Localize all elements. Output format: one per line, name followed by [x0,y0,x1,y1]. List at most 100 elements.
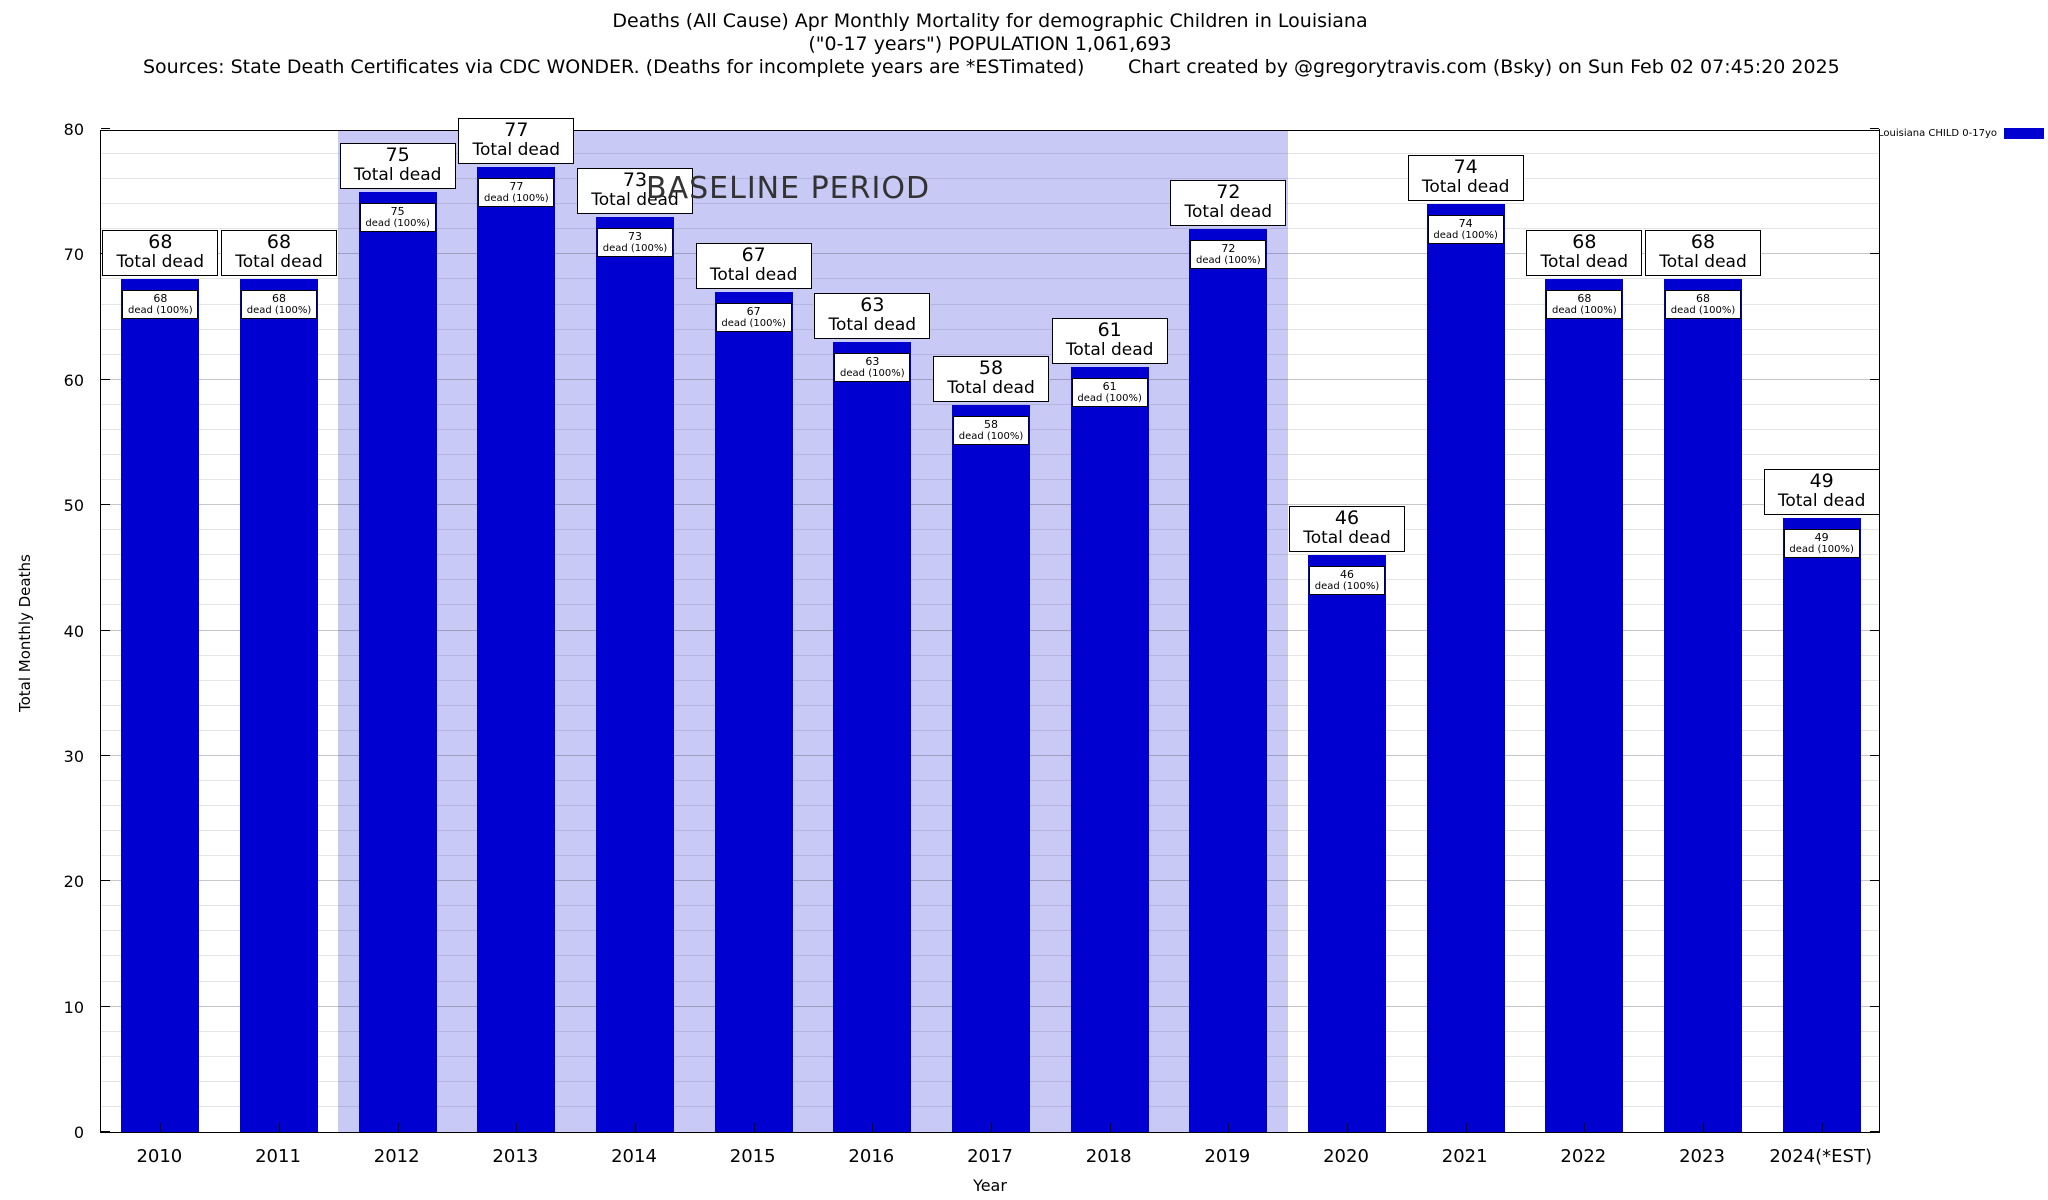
y-axis-tick-right [1870,253,1879,255]
y-axis-tick-right [1870,378,1879,380]
x-axis-tick-label: 2017 [967,1146,1013,1167]
legend-color-swatch [2004,128,2045,139]
x-axis-tick [516,1123,518,1132]
bar-2014 [596,216,674,1132]
bar-detail-text: dead (100%) [1077,393,1142,405]
bar-total-text: Total dead [1777,490,1866,511]
x-axis-tick-label: 2013 [492,1146,539,1167]
bar-total-value: 74 [1453,156,1478,179]
bar-total-text: Total dead [1540,252,1629,273]
bar-total-value: 72 [1216,181,1241,204]
bar-detail-text: dead (100%) [1314,581,1380,593]
bar-detail-value: 58 [984,417,998,431]
x-axis-tick [753,1123,755,1132]
chart-credit-text: Chart created by @gregorytravis.com (Bsk… [1128,56,1840,78]
y-axis-tick-label: 50 [63,496,84,516]
bar-detail-label: 67 dead (100%) [715,303,792,332]
y-axis-tick-right [1870,880,1879,882]
bar-detail-text: dead (100%) [365,217,430,229]
y-axis-tick-label: 20 [63,872,84,892]
bar-total-label: 74 Total dead [1407,155,1524,202]
bar-2020 [1308,555,1386,1132]
bar-detail-value: 68 [1577,292,1592,306]
x-axis-tick-label: 2024(*EST) [1769,1146,1872,1167]
chart-title-line2: ("0-17 years") POPULATION 1,061,693 [808,33,1172,55]
x-axis-tick [397,1123,399,1132]
minor-gridline [101,303,1879,305]
baseline-period-label: BASELINE PERIOD [646,171,931,206]
bar-detail-text: dead (100%) [602,242,668,254]
x-axis-tick [1821,1123,1823,1132]
bar-total-value: 68 [148,231,173,254]
legend: Louisiana CHILD 0-17yo [1878,128,2045,139]
chart-plot-area: BASELINE PERIOD 68 Total dead 68 dead (100%… [100,117,1880,1133]
bar-total-value: 61 [1097,319,1122,342]
bar-total-text: Total dead [235,252,323,273]
bar-detail-label: 68 dead (100%) [241,290,317,320]
bar-detail-label: 72 dead (100%) [1190,240,1267,270]
bar-detail-label: 68 dead (100%) [1546,290,1623,320]
bar-total-text: Total dead [1184,202,1273,223]
x-axis-tick [1703,1123,1704,1132]
bar-total-label: 58 Total dead [933,355,1049,402]
x-axis-tick-label: 2019 [1204,1146,1251,1167]
bar-total-value: 46 [1334,507,1360,530]
bar-detail-text: dead (100%) [1670,305,1736,317]
bar-2018 [1070,367,1149,1132]
y-axis-tick-label: 80 [63,120,84,139]
bar-total-label: 61 Total dead [1051,318,1168,365]
y-axis-tick-left [101,880,110,882]
bar-total-label: 68 Total dead [1526,230,1643,277]
x-axis-tick [279,1123,280,1132]
y-axis-tick-label: 30 [63,746,84,766]
bar-2010 [121,279,200,1132]
bar-2016 [833,342,912,1132]
bar-detail-text: dead (100%) [721,318,786,329]
minor-gridline [101,278,1879,280]
bar-detail-text: dead (100%) [1552,305,1617,317]
bar-detail-label: 63 dead (100%) [834,353,911,383]
bar-total-label: 67 Total dead [695,243,812,289]
bar-total-value: 73 [622,168,648,191]
x-axis-tick [1347,1123,1348,1132]
bar-total-text: Total dead [472,139,561,160]
bar-total-text: Total dead [1659,252,1747,273]
bar-2024(*EST) [1782,517,1861,1132]
minor-gridline [101,203,1879,205]
bar-detail-value: 61 [1102,380,1117,394]
minor-gridline [101,153,1879,155]
bar-total-value: 63 [860,294,885,317]
bar-detail-label: 46 dead (100%) [1309,566,1385,596]
y-axis-tick-labels: 0 10 20 30 40 50 60 70 80 [0,120,92,1142]
x-axis-tick-label: 2012 [373,1146,420,1167]
bar-total-label: 68 Total dead [1645,230,1761,277]
bar-total-value: 68 [1690,231,1716,254]
bar-total-text: Total dead [828,315,917,336]
bar-2021 [1426,204,1505,1132]
bar-detail-label: 77 dead (100%) [478,177,555,207]
bar-detail-text: dead (100%) [1196,255,1261,267]
bar-detail-label: 73 dead (100%) [597,227,673,257]
minor-gridline [101,228,1879,230]
bar-total-value: 75 [385,143,410,166]
y-axis-tick-left [101,629,110,631]
bar-detail-value: 74 [1458,217,1473,231]
bar-2017 [952,404,1030,1132]
bar-total-value: 68 [266,231,292,254]
bar-total-label: 77 Total dead [458,117,575,164]
bar-2022 [1545,279,1624,1132]
chart-sources-text: Sources: State Death Certificates via CD… [143,56,1085,78]
bar-2023 [1664,279,1742,1132]
bar-detail-label: 61 dead (100%) [1071,378,1148,408]
bar-total-text: Total dead [591,189,679,210]
bar-2012 [358,191,437,1132]
bar-total-label: 68 Total dead [102,230,219,277]
bar-detail-value: 46 [1340,568,1354,582]
bar-detail-value: 72 [1221,242,1236,256]
y-axis-tick-label: 0 [73,1123,84,1142]
major-gridline [101,253,1879,255]
bar-total-text: Total dead [947,377,1035,398]
y-axis-tick-left [101,1005,110,1007]
bar-detail-value: 73 [628,229,642,243]
bar-2015 [714,292,793,1132]
